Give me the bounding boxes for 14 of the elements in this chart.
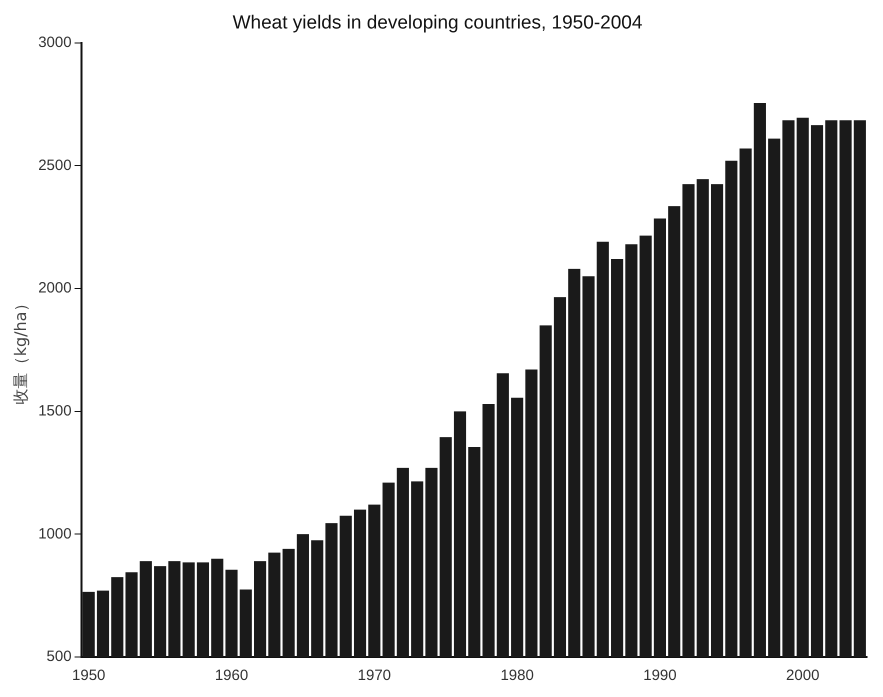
y-tick-label: 1000 bbox=[38, 525, 72, 542]
y-tick-label: 2500 bbox=[38, 156, 72, 174]
y-tick-label: 1500 bbox=[38, 402, 72, 420]
y-axis-title: 收量（kg/ha） bbox=[10, 296, 30, 404]
y-tick-label: 3000 bbox=[38, 34, 72, 51]
x-tick-label: 1960 bbox=[214, 667, 248, 684]
y-tick-label: 500 bbox=[46, 648, 72, 666]
x-tick-label: 2000 bbox=[786, 667, 820, 684]
y-tick-label: 2000 bbox=[38, 280, 72, 297]
chart-title: Wheat yields in developing countries, 1950-2004 bbox=[232, 12, 643, 34]
x-tick-label: 1990 bbox=[643, 667, 677, 684]
x-tick-label: 1950 bbox=[72, 667, 106, 684]
x-tick-label: 1970 bbox=[358, 667, 392, 684]
x-tick-label: 1980 bbox=[500, 667, 534, 684]
